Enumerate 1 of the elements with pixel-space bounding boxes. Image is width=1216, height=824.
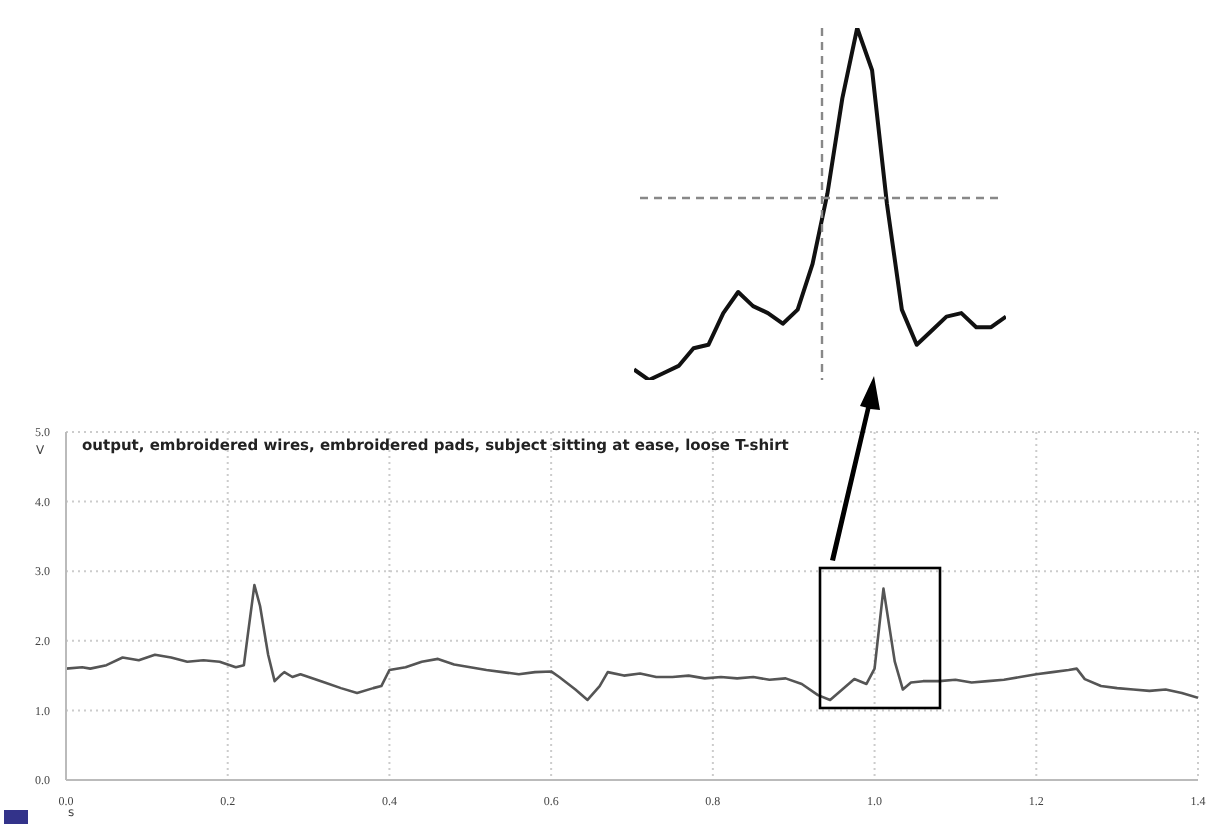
line-series — [66, 583, 1198, 702]
